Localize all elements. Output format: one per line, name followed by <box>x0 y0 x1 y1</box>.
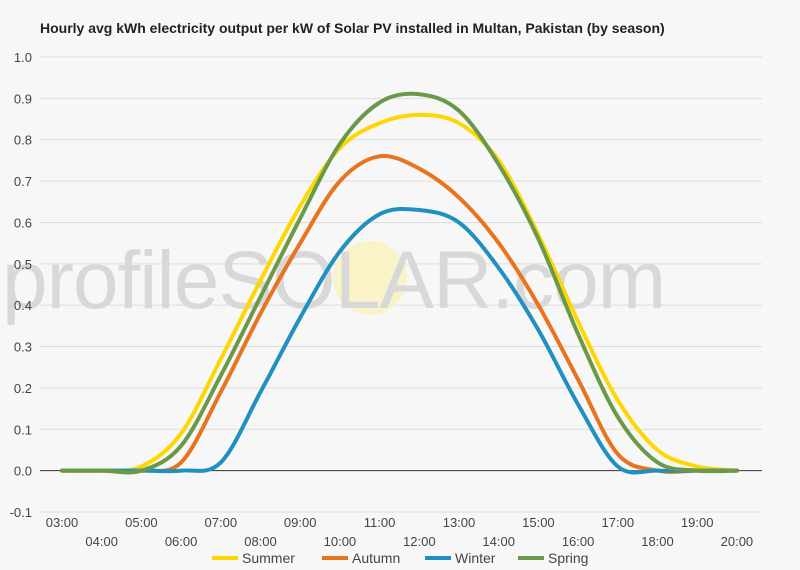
x-tick-label: 12:00 <box>403 534 436 549</box>
legend-item-spring[interactable]: Spring <box>518 550 588 566</box>
legend-item-winter[interactable]: Winter <box>425 550 496 566</box>
x-tick-label: 09:00 <box>284 515 317 530</box>
y-tick-label: 0.5 <box>14 257 32 272</box>
legend-label: Autumn <box>352 550 400 566</box>
watermark-text: profileSOLAR.com <box>2 235 665 326</box>
y-tick-label: -0.1 <box>10 505 32 520</box>
x-tick-label: 08:00 <box>244 534 277 549</box>
legend: Summer Autumn Winter Spring <box>212 550 588 566</box>
legend-item-autumn[interactable]: Autumn <box>322 550 400 566</box>
y-tick-label: 0.7 <box>14 174 32 189</box>
series-line-summer <box>60 112 739 473</box>
x-tick-label: 20:00 <box>721 534 754 549</box>
x-axis-ticks: 03:00 04:00 05:00 06:00 07:00 08:00 09:00 10:00… <box>46 515 753 549</box>
series-line-winter <box>60 206 739 475</box>
x-tick-label: 04:00 <box>85 534 118 549</box>
watermark-sun-icon <box>333 241 407 315</box>
legend-label: Spring <box>548 550 588 566</box>
x-tick-label: 13:00 <box>443 515 476 530</box>
y-tick-label: 0.1 <box>14 422 32 437</box>
x-tick-label: 17:00 <box>602 515 635 530</box>
y-tick-label: 0.8 <box>14 133 32 148</box>
x-tick-label: 06:00 <box>165 534 198 549</box>
series-line-spring <box>60 91 739 475</box>
watermark: profileSOLAR.com <box>2 235 666 326</box>
y-tick-label: 0.9 <box>14 91 32 106</box>
legend-label: Summer <box>242 550 295 566</box>
x-tick-label: 16:00 <box>562 534 595 549</box>
y-tick-label: 0.6 <box>14 215 32 230</box>
x-tick-label: 19:00 <box>681 515 714 530</box>
chart-title: Hourly avg kWh electricity output per kW… <box>40 20 665 36</box>
x-tick-label: 07:00 <box>205 515 238 530</box>
x-tick-label: 11:00 <box>364 515 396 530</box>
y-axis-ticks: 1.0 0.9 0.8 0.7 0.6 0.5 0.4 0.3 0.2 0.1 0.0 -0.1 <box>10 50 32 520</box>
x-tick-label: 14:00 <box>482 534 515 549</box>
series-line-autumn <box>60 153 739 474</box>
y-tick-label: 0.3 <box>14 340 32 355</box>
y-tick-label: 1.0 <box>14 50 32 65</box>
legend-item-summer[interactable]: Summer <box>212 550 295 566</box>
series-lines <box>60 91 739 475</box>
y-tick-label: 0.4 <box>14 298 32 313</box>
x-tick-label: 15:00 <box>522 515 555 530</box>
y-tick-label: 0.0 <box>14 464 32 479</box>
x-tick-label: 05:00 <box>125 515 158 530</box>
x-tick-label: 10:00 <box>324 534 357 549</box>
x-tick-label: 03:00 <box>46 515 79 530</box>
y-tick-label: 0.2 <box>14 381 32 396</box>
legend-label: Winter <box>455 550 496 566</box>
x-tick-label: 18:00 <box>641 534 674 549</box>
